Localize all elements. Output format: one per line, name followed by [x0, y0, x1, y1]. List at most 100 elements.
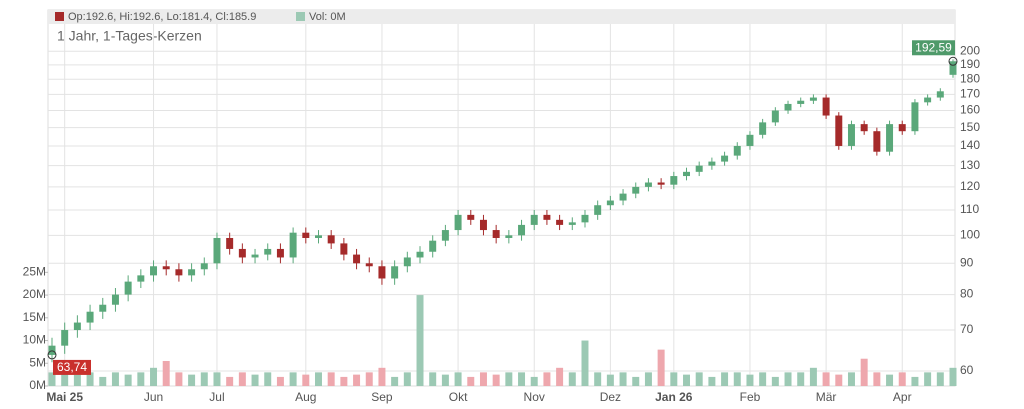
- candle-body: [886, 124, 894, 152]
- candle-body: [518, 224, 526, 236]
- volume-bar: [467, 376, 475, 386]
- y-tick-label: 170: [960, 87, 980, 101]
- y2-tick-label: 5M: [29, 355, 46, 369]
- volume-bar: [124, 374, 132, 386]
- grid-layer: [48, 24, 955, 386]
- candle-body: [847, 124, 855, 146]
- candle-body: [467, 214, 475, 220]
- volume-bar: [99, 376, 107, 386]
- y-tick-label: 90: [960, 255, 974, 269]
- x-tick-label: Sep: [371, 390, 393, 404]
- candle-body: [606, 200, 614, 206]
- x-tick-label: Mai 25: [46, 390, 83, 404]
- candle-body: [860, 124, 868, 132]
- candle-body: [111, 294, 119, 305]
- candle-body: [188, 269, 196, 276]
- candle-body: [835, 115, 843, 146]
- volume-bar: [86, 372, 94, 386]
- volume-bar: [315, 372, 322, 386]
- volume-bar: [708, 376, 716, 386]
- candle-body: [429, 240, 437, 252]
- volume-bar: [175, 372, 183, 386]
- legend-bar: [48, 10, 955, 24]
- volume-bar: [670, 372, 678, 386]
- x-tick-label: Mär: [816, 390, 837, 404]
- candle-body: [581, 214, 589, 223]
- candle-body: [746, 134, 754, 146]
- volume-bar: [873, 372, 881, 386]
- y-tick-label: 190: [960, 57, 980, 71]
- candle-body: [238, 248, 246, 258]
- candle-body: [327, 235, 335, 244]
- x-tick-label: Nov: [524, 390, 545, 404]
- volume-bar: [619, 372, 627, 386]
- candle-body: [809, 97, 817, 101]
- volume-bar: [771, 376, 779, 386]
- candle-body: [441, 230, 449, 241]
- marker-dot: [47, 350, 57, 360]
- volume-bar: [657, 349, 665, 386]
- price-badge: [53, 359, 91, 375]
- candle-body: [771, 110, 779, 123]
- volume-bar: [949, 367, 957, 386]
- volume-bar: [809, 367, 817, 386]
- volume-bar: [150, 367, 158, 386]
- y-tick-label: 120: [960, 179, 980, 193]
- candle-body: [213, 237, 221, 264]
- volume-bar: [302, 374, 310, 386]
- candle-body: [137, 275, 145, 282]
- x-tick-label: Aug: [295, 390, 316, 404]
- candle-body: [505, 235, 513, 238]
- candle-body: [936, 91, 944, 98]
- volume-bar: [860, 358, 868, 386]
- candle-body: [276, 248, 284, 258]
- volume-bar: [644, 372, 652, 386]
- volume-bar: [441, 374, 449, 386]
- y2-tick-label: 10M: [23, 333, 46, 347]
- candle-body: [898, 124, 906, 132]
- volume-bar: [200, 372, 208, 386]
- volume-bar: [721, 372, 729, 386]
- candle-body: [708, 161, 716, 166]
- volume-bar: [746, 374, 754, 386]
- candle-body: [911, 102, 919, 132]
- volume-bar: [784, 372, 792, 386]
- candle-body: [315, 235, 322, 238]
- volume-bar: [683, 374, 690, 386]
- volume-bar: [48, 372, 56, 386]
- volume-bar: [581, 340, 589, 386]
- candle-body: [784, 103, 792, 111]
- volume-bar: [378, 367, 386, 386]
- candle-body: [99, 304, 107, 312]
- subtitle: 1 Jahr, 1-Tages-Kerzen: [57, 28, 202, 44]
- volume-bar: [898, 372, 906, 386]
- candle-body: [644, 182, 652, 187]
- volume-bar: [847, 372, 855, 386]
- candle-body: [365, 263, 373, 267]
- volume-bar: [162, 360, 170, 386]
- candle-body: [670, 176, 678, 185]
- candle-body: [416, 251, 424, 258]
- candle-body: [797, 100, 805, 104]
- volume-bar: [733, 372, 741, 386]
- candle-body: [302, 232, 310, 238]
- candle-body: [568, 222, 576, 225]
- legend-volume: Vol: 0M: [309, 11, 346, 23]
- y2-tick-label: 25M: [23, 265, 46, 279]
- candle-body: [632, 186, 640, 194]
- candle-body: [251, 254, 259, 258]
- candle-body: [226, 237, 234, 249]
- y2-tick-label: 15M: [23, 310, 46, 324]
- volume-bar: [556, 367, 564, 386]
- candle-body: [200, 263, 208, 270]
- candle-body: [289, 232, 297, 258]
- volume-bar: [353, 374, 361, 386]
- volume-bar: [924, 372, 932, 386]
- volume-bar: [911, 376, 919, 386]
- volume-bar: [543, 372, 551, 386]
- x-tick-label: Feb: [740, 390, 761, 404]
- y2-tick-label: 20M: [23, 287, 46, 301]
- volume-bar: [594, 372, 602, 386]
- candle-body: [479, 219, 487, 231]
- volume-bar: [822, 372, 830, 386]
